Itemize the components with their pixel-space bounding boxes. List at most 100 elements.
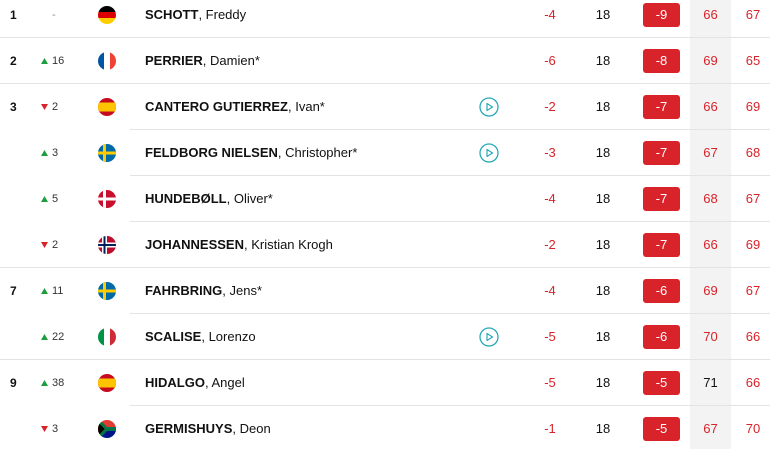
- today-score: -5: [544, 375, 556, 390]
- row-separator: [130, 221, 770, 222]
- flag: [98, 98, 116, 116]
- leaderboard-row: 2 16 PERRIER, Damien* -6 18 -8 69 65: [0, 38, 770, 84]
- holes-thru: 18: [595, 191, 611, 206]
- round-score: 67: [745, 283, 761, 298]
- movement-arrow: [41, 196, 48, 203]
- movement-arrow: [41, 426, 48, 433]
- row-separator: [130, 313, 770, 314]
- movement-value: -: [52, 9, 56, 21]
- holes-thru: 18: [595, 53, 611, 68]
- total-score: -7: [643, 141, 680, 165]
- movement: 2: [41, 84, 58, 130]
- video-button[interactable]: [479, 327, 499, 347]
- round-score: 66: [703, 99, 718, 114]
- holes-thru: 18: [595, 237, 611, 252]
- round-score: 69: [703, 283, 718, 298]
- total-score: -7: [643, 233, 680, 257]
- movement: -: [52, 0, 56, 38]
- holes-thru: 18: [595, 375, 611, 390]
- video-button[interactable]: [479, 97, 499, 117]
- movement: 16: [41, 38, 64, 84]
- player-name[interactable]: SCALISE, Lorenzo: [145, 314, 256, 360]
- player-name[interactable]: GERMISHUYS, Deon: [145, 406, 271, 449]
- movement: 5: [41, 176, 58, 222]
- player-given-name: , Freddy: [198, 7, 247, 22]
- player-surname: SCHOTT: [145, 7, 199, 22]
- round-score: 71: [703, 375, 718, 390]
- row-separator: [130, 175, 770, 176]
- round-score: 69: [703, 53, 718, 68]
- player-name[interactable]: FELDBORG NIELSEN, Christopher*: [145, 130, 357, 176]
- player-given-name: , Ivan*: [288, 99, 325, 114]
- player-surname: HUNDEBØLL: [145, 191, 227, 206]
- flag: [98, 420, 116, 438]
- holes-thru: 18: [595, 99, 611, 114]
- round-score: 66: [745, 329, 761, 344]
- today-score: -4: [544, 7, 556, 22]
- movement-value: 2: [52, 239, 59, 251]
- flag: [98, 374, 116, 392]
- round-score: 69: [745, 99, 761, 114]
- round-score: 66: [703, 7, 718, 22]
- total-score: -7: [643, 187, 680, 211]
- player-name[interactable]: PERRIER, Damien*: [145, 38, 260, 84]
- row-separator: [0, 37, 770, 38]
- player-name[interactable]: HIDALGO, Angel: [145, 360, 245, 406]
- player-given-name: , Angel: [204, 375, 245, 390]
- leaderboard-row: 3 2 CANTERO GUTIERREZ, Ivan* -2 18 -7 66 69: [0, 84, 770, 130]
- today-score: -4: [544, 283, 556, 298]
- player-name[interactable]: CANTERO GUTIERREZ, Ivan*: [145, 84, 325, 130]
- player-surname: FELDBORG NIELSEN: [145, 145, 278, 160]
- today-score: -5: [544, 329, 556, 344]
- flag: [98, 6, 116, 24]
- video-button[interactable]: [479, 143, 499, 163]
- flag: [98, 144, 116, 162]
- round-score: 67: [703, 421, 718, 436]
- movement-value: 2: [52, 101, 59, 113]
- total-score: -7: [643, 95, 680, 119]
- round-score: 65: [745, 53, 761, 68]
- player-surname: PERRIER: [145, 53, 203, 68]
- today-score: -2: [544, 99, 556, 114]
- leaderboard-row: 1 - SCHOTT, Freddy -4 18 -9 66 67: [0, 0, 770, 38]
- today-score: -4: [544, 191, 556, 206]
- round-score: 68: [745, 145, 761, 160]
- row-separator: [0, 83, 770, 84]
- holes-thru: 18: [595, 7, 611, 22]
- movement-arrow: [41, 334, 48, 341]
- movement-value: 38: [52, 377, 65, 389]
- movement-value: 16: [52, 55, 65, 67]
- player-surname: GERMISHUYS: [145, 421, 233, 436]
- movement-value: 11: [52, 285, 64, 297]
- player-given-name: , Damien*: [202, 53, 260, 68]
- player-name[interactable]: JOHANNESSEN, Kristian Krogh: [145, 222, 333, 268]
- round-score: 70: [745, 421, 761, 436]
- total-score: -6: [643, 279, 680, 303]
- player-name[interactable]: FAHRBRING, Jens*: [145, 268, 262, 314]
- leaderboard-row: 22 SCALISE, Lorenzo -5 18 -6 70 66: [0, 314, 770, 360]
- movement-value: 3: [52, 147, 59, 159]
- player-given-name: , Lorenzo: [201, 329, 256, 344]
- leaderboard-row: 2 JOHANNESSEN, Kristian Krogh -2 18 -7 66 69: [0, 222, 770, 268]
- round-score: 70: [703, 329, 718, 344]
- movement: 38: [41, 360, 64, 406]
- round-score: 67: [745, 191, 761, 206]
- flag: [98, 282, 116, 300]
- player-name[interactable]: HUNDEBØLL, Oliver*: [145, 176, 273, 222]
- player-surname: HIDALGO: [145, 375, 205, 390]
- player-given-name: , Jens*: [222, 283, 263, 298]
- movement-arrow: [41, 104, 48, 111]
- flag: [98, 328, 116, 346]
- movement-value: 22: [52, 331, 65, 343]
- movement-arrow: [41, 58, 48, 65]
- round-score: 67: [745, 7, 761, 22]
- position: 2: [10, 54, 17, 68]
- movement: 22: [41, 314, 64, 360]
- leaderboard-row: 5 HUNDEBØLL, Oliver* -4 18 -7 68 67: [0, 176, 770, 222]
- movement-value: 5: [52, 193, 59, 205]
- player-name[interactable]: SCHOTT, Freddy: [145, 0, 246, 38]
- movement-arrow: [41, 242, 48, 249]
- player-surname: SCALISE: [145, 329, 202, 344]
- round-score: 67: [703, 145, 718, 160]
